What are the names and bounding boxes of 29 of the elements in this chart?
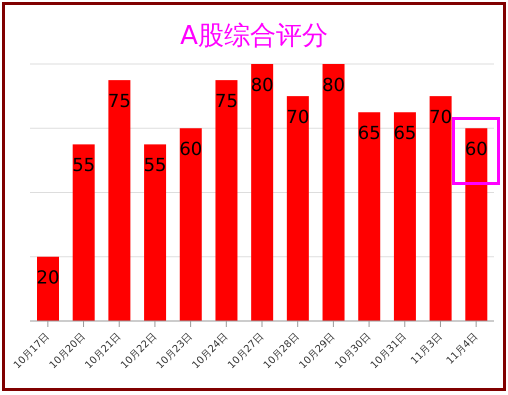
data-label: 60 bbox=[179, 139, 202, 160]
data-label: 70 bbox=[429, 106, 452, 128]
data-label: 80 bbox=[250, 74, 274, 96]
bar bbox=[322, 64, 345, 321]
bar bbox=[286, 96, 309, 321]
data-label: 70 bbox=[286, 106, 310, 128]
bar bbox=[251, 64, 274, 321]
data-label: 65 bbox=[358, 122, 381, 144]
bar bbox=[358, 112, 380, 321]
data-label: 60 bbox=[464, 139, 488, 160]
data-label: 65 bbox=[393, 122, 416, 144]
data-label: 55 bbox=[72, 155, 96, 176]
bar bbox=[215, 80, 238, 321]
chart-title: A股综合评分 bbox=[179, 20, 329, 53]
x-tick-label: 11月3日 bbox=[409, 331, 445, 367]
data-label: 75 bbox=[108, 90, 131, 112]
bar bbox=[465, 128, 488, 321]
data-label: 80 bbox=[322, 74, 345, 96]
bar bbox=[430, 96, 452, 321]
bar bbox=[394, 112, 416, 321]
data-label: 55 bbox=[144, 155, 167, 176]
bar bbox=[144, 144, 166, 321]
bar bbox=[37, 256, 59, 321]
bar bbox=[72, 144, 95, 321]
bar bbox=[180, 128, 202, 321]
bar bbox=[108, 80, 130, 321]
x-tick-label: 11月4日 bbox=[444, 331, 480, 367]
data-label: 75 bbox=[215, 90, 238, 112]
data-label: 20 bbox=[36, 268, 60, 289]
